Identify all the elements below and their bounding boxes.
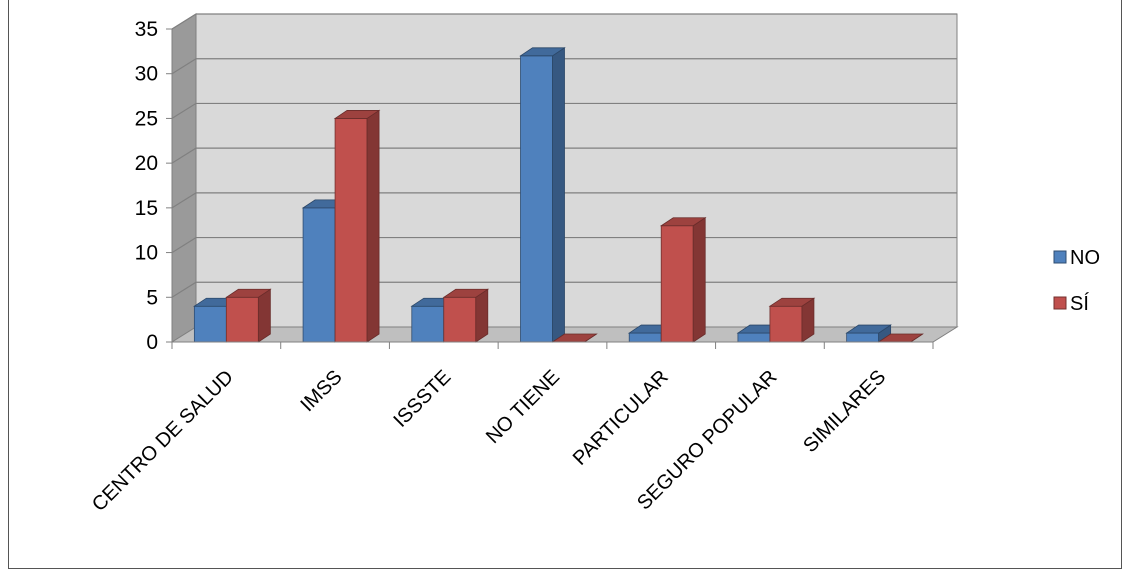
bar-front bbox=[411, 305, 445, 343]
bar-front bbox=[628, 332, 662, 343]
y-tick-label: 25 bbox=[135, 107, 158, 130]
bar-side bbox=[552, 47, 565, 343]
x-category-label: IMSS bbox=[296, 366, 346, 416]
bar-side bbox=[366, 109, 380, 343]
y-tick-label: 30 bbox=[135, 63, 158, 86]
bar bbox=[225, 288, 272, 343]
gridline bbox=[171, 192, 957, 209]
legend-swatch bbox=[1053, 296, 1067, 310]
x-category-label: SIMILARES bbox=[799, 366, 890, 457]
bars bbox=[193, 47, 924, 343]
bar bbox=[442, 288, 490, 343]
bar-front bbox=[769, 305, 803, 343]
y-tick-label: 35 bbox=[135, 18, 158, 41]
bar-front bbox=[846, 332, 880, 343]
gridline bbox=[171, 13, 957, 30]
bar-side bbox=[257, 288, 271, 343]
bar-front bbox=[520, 55, 553, 343]
bar bbox=[551, 333, 598, 343]
gridline bbox=[171, 147, 957, 164]
bar bbox=[333, 109, 381, 343]
legend-swatch bbox=[1053, 250, 1067, 264]
legend: NO SÍ bbox=[1053, 247, 1100, 315]
bar bbox=[659, 216, 707, 343]
y-tick-label: 0 bbox=[146, 331, 158, 354]
bar-front bbox=[443, 296, 477, 343]
bar-top bbox=[768, 297, 816, 307]
y-axis: 0 5 10 15 20 25 30 35 bbox=[135, 18, 173, 354]
bar-front bbox=[660, 225, 694, 343]
x-category-label: NO TIENE bbox=[482, 366, 564, 448]
bar-front bbox=[737, 332, 771, 343]
bar-front bbox=[302, 207, 336, 343]
x-category-label: PARTICULAR bbox=[569, 366, 673, 470]
y-tick-label: 15 bbox=[135, 197, 158, 220]
y-tick-label: 20 bbox=[135, 152, 158, 175]
gridline bbox=[171, 58, 957, 75]
bar-front bbox=[334, 118, 368, 343]
bar-side bbox=[475, 288, 489, 343]
bar-front bbox=[193, 305, 227, 343]
bar bbox=[768, 297, 816, 343]
bar-top bbox=[333, 110, 381, 119]
x-axis: CENTRO DE SALUD IMSS ISSSTE NO TIENE PARTICU… bbox=[88, 341, 934, 516]
x-category-label: CENTRO DE SALUD bbox=[88, 366, 238, 516]
bar-side bbox=[692, 216, 706, 343]
bar-top bbox=[442, 288, 490, 298]
bar-top bbox=[225, 288, 272, 298]
y-tick-label: 5 bbox=[146, 286, 158, 309]
bar-top bbox=[845, 324, 892, 334]
legend-label: NO bbox=[1070, 247, 1100, 269]
bar-front bbox=[225, 296, 259, 343]
x-category-label: ISSSTE bbox=[389, 366, 455, 432]
bar bbox=[519, 47, 566, 343]
side-wall bbox=[171, 13, 197, 343]
bar-top bbox=[659, 217, 707, 227]
legend-label: SÍ bbox=[1070, 292, 1089, 315]
bar-top bbox=[519, 47, 566, 57]
gridline bbox=[171, 102, 957, 119]
chart-frame bbox=[8, 0, 1122, 569]
y-tick-label: 10 bbox=[135, 242, 158, 265]
